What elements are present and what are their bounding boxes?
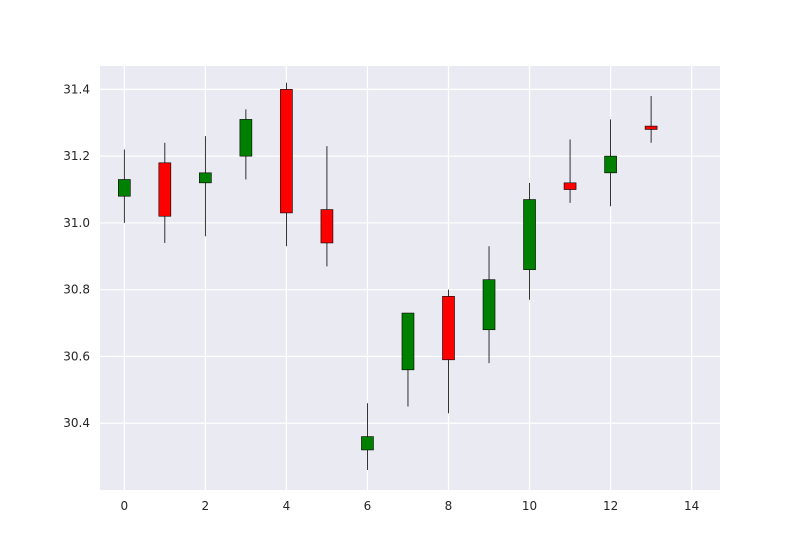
x-tick-label: 2 [202,499,210,513]
x-tick-label: 12 [603,499,618,513]
candle [199,136,212,237]
candle-body-down [280,89,293,214]
candle [118,149,131,223]
candle [320,146,334,267]
candle-body-down [442,296,455,361]
y-tick-label: 30.8 [63,283,90,297]
candle [644,96,658,143]
y-tick-label: 31.0 [63,216,90,230]
x-tick-label: 4 [283,499,291,513]
candle-body-up [361,436,374,451]
candle [239,109,253,180]
candle-body-down [320,209,334,244]
candle-body-up [401,312,415,371]
candle-body-down [563,182,577,190]
candle-body-down [644,125,658,130]
x-tick-label: 6 [364,499,372,513]
candle [361,403,374,470]
plot-background [100,66,720,490]
candle-body-up [482,279,496,331]
candle [442,289,455,414]
x-tick-label: 0 [120,499,128,513]
candle [482,246,496,364]
candle-body-up [118,179,131,197]
y-tick-labels: 30.4 30.6 30.8 31.0 31.2 31.4 [63,82,90,430]
candle-body-up [239,119,253,157]
candle [523,182,536,300]
x-tick-label: 8 [445,499,453,513]
x-tick-labels: 0 2 4 6 8 10 12 14 [120,499,699,513]
candle [401,312,415,407]
candle [604,119,617,207]
y-tick-label: 31.4 [63,82,90,96]
candle-body-up [604,155,617,174]
candle [158,142,172,243]
y-tick-label: 30.6 [63,349,90,363]
y-tick-label: 31.2 [63,149,90,163]
candles [118,82,658,470]
candle [563,139,577,203]
candle-body-up [199,172,212,184]
x-tick-label: 10 [522,499,537,513]
y-tick-label: 30.4 [63,416,90,430]
candle-body-down [158,162,172,217]
candle [280,82,293,247]
candle-body-up [523,199,536,270]
x-tick-label: 14 [684,499,699,513]
